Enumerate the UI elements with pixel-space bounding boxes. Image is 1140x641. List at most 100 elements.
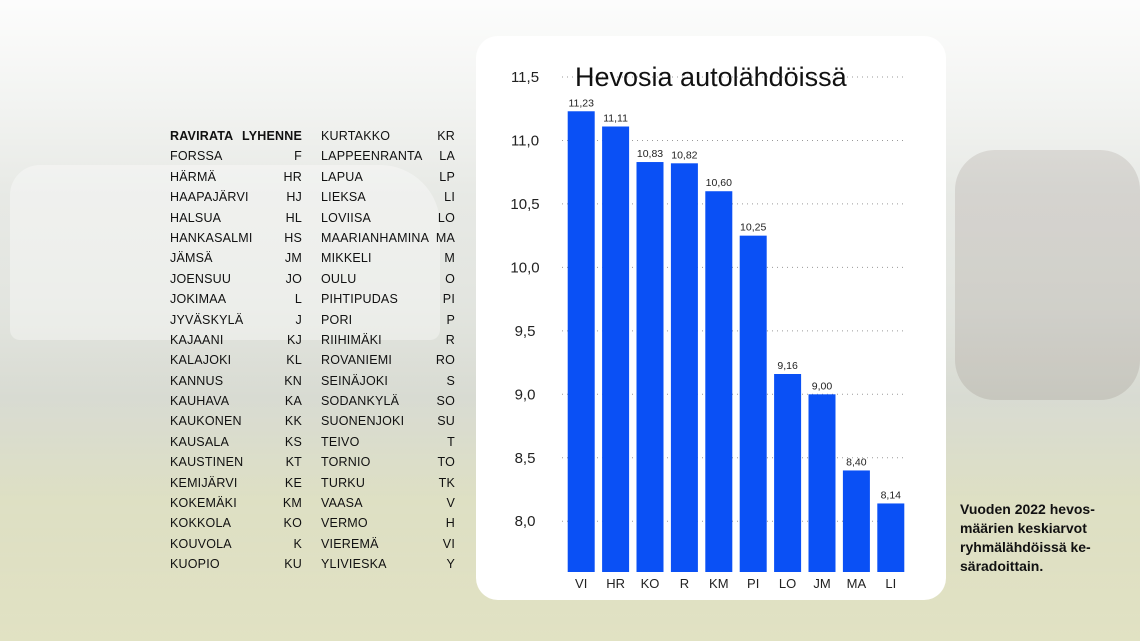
track-abbr: MA: [435, 230, 455, 245]
track-name: LIEKSA: [321, 190, 366, 205]
table-row: KAUSALA KS: [170, 432, 302, 452]
bar: [567, 111, 595, 573]
track-abbr: JO: [285, 271, 302, 286]
track-name: MIKKELI: [321, 251, 372, 266]
track-abbr: KJ: [287, 332, 302, 347]
track-abbr: LA: [439, 149, 455, 164]
data-label: 9,00: [812, 380, 833, 392]
table-row: PIHTIPUDAS PI: [321, 289, 455, 309]
track-abbr: VI: [442, 536, 455, 551]
track-name: JOENSUU: [170, 271, 232, 286]
y-tick-label: 8,0: [515, 513, 536, 530]
track-name: VIEREMÄ: [321, 536, 379, 551]
table-row: KEMIJÄRVI KE: [170, 473, 302, 493]
track-name: ROVANIEMI: [321, 353, 393, 368]
track-name: VAASA: [321, 496, 363, 511]
table-row: HAAPAJÄRVI HJ: [170, 187, 302, 207]
track-name: KANNUS: [170, 373, 224, 388]
track-abbr: KM: [282, 496, 302, 511]
table-row: KAUKONEN KK: [170, 411, 302, 431]
track-abbr: J: [295, 312, 302, 327]
track-abbr: H: [445, 516, 455, 531]
data-label: 8,40: [846, 456, 867, 468]
header-abbr: LYHENNE: [242, 129, 302, 143]
track-name: KUOPIO: [170, 557, 220, 572]
track-abbr: HL: [285, 210, 302, 225]
x-tick-label: PI: [747, 576, 759, 591]
x-tick-label: KM: [709, 576, 729, 591]
track-name: KAUSTINEN: [170, 455, 244, 470]
table-row: JYVÄSKYLÄ J: [170, 310, 302, 330]
data-label: 8,14: [881, 489, 902, 501]
track-abbr: RO: [435, 353, 455, 368]
track-name: SEINÄJOKI: [321, 373, 389, 388]
track-abbr: SU: [437, 414, 455, 429]
table-row: TURKU TK: [321, 473, 455, 493]
track-name: YLIVIESKA: [321, 557, 387, 572]
track-abbr: O: [445, 271, 455, 286]
y-tick-label: 10,5: [510, 196, 539, 213]
track-name: PIHTIPUDAS: [321, 292, 399, 307]
x-tick-label: LI: [885, 576, 896, 591]
data-label: 10,25: [740, 222, 766, 234]
bar: [877, 503, 905, 572]
table-row: SEINÄJOKI S: [321, 371, 455, 391]
table-row: LIEKSA LI: [321, 187, 455, 207]
bar: [774, 374, 802, 572]
track-abbr: M: [444, 251, 455, 266]
bar: [670, 163, 698, 573]
track-name: JÄMSÄ: [170, 251, 213, 266]
track-abbr: KA: [284, 394, 302, 409]
x-tick-label: KO: [641, 576, 660, 591]
table-row: VAASA V: [321, 493, 455, 513]
table-row: HALSUA HL: [170, 208, 302, 228]
data-label: 11,23: [568, 97, 594, 109]
table-row: JOKIMAA L: [170, 289, 302, 309]
track-name: MAARIANHAMINA: [321, 230, 430, 245]
track-abbr: K: [293, 536, 302, 551]
track-abbr: S: [446, 373, 455, 388]
table-row: TORNIO TO: [321, 452, 455, 472]
track-abbr: LP: [439, 169, 455, 184]
track-abbr: R: [445, 332, 455, 347]
table-row: KAJAANI KJ: [170, 330, 302, 350]
track-name: KAJAANI: [170, 332, 224, 347]
track-name: PORI: [321, 312, 353, 327]
table-row: MAARIANHAMINA MA: [321, 228, 455, 248]
track-name: LAPUA: [321, 169, 363, 184]
y-tick-label: 9,5: [515, 323, 536, 340]
track-name: HAAPAJÄRVI: [170, 190, 249, 205]
table-row: KAUHAVA KA: [170, 391, 302, 411]
table-row: TEIVO T: [321, 432, 455, 452]
track-abbr: HR: [283, 169, 302, 184]
track-abbr: HJ: [286, 190, 302, 205]
track-abbr: L: [294, 292, 302, 307]
table-row: ROVANIEMI RO: [321, 350, 455, 370]
table-row: JÄMSÄ JM: [170, 248, 302, 268]
track-name: KOKKOLA: [170, 516, 232, 531]
track-abbr: LI: [444, 190, 455, 205]
track-abbr: KT: [285, 455, 302, 470]
track-name: TEIVO: [321, 434, 360, 449]
track-name: LOVIISA: [321, 210, 372, 225]
track-abbr: F: [294, 149, 302, 164]
table-row: KAUSTINEN KT: [170, 452, 302, 472]
track-name: RIIHIMÄKI: [321, 332, 382, 347]
table-row: OULU O: [321, 269, 455, 289]
x-tick-label: HR: [606, 576, 625, 591]
bar: [739, 235, 767, 572]
table-row: KUOPIO KU: [170, 554, 302, 574]
y-tick-label: 11,0: [511, 132, 539, 149]
bar-chart: 8,0 8,5 9,0 9,5 10,0 10,5 11,0 11,5 11,23 VI 11,11…: [510, 69, 906, 591]
table-row: PORI P: [321, 310, 455, 330]
track-abbr: T: [447, 434, 455, 449]
data-label: 9,16: [777, 360, 798, 372]
track-name: OULU: [321, 271, 357, 286]
table-row: KALAJOKI KL: [170, 350, 302, 370]
track-name: VERMO: [321, 516, 368, 531]
table-row: MIKKELI M: [321, 248, 455, 268]
track-name: HALSUA: [170, 210, 222, 225]
x-tick-label: MA: [847, 576, 867, 591]
bar: [705, 191, 733, 572]
table-row: KOKEMÄKI KM: [170, 493, 302, 513]
